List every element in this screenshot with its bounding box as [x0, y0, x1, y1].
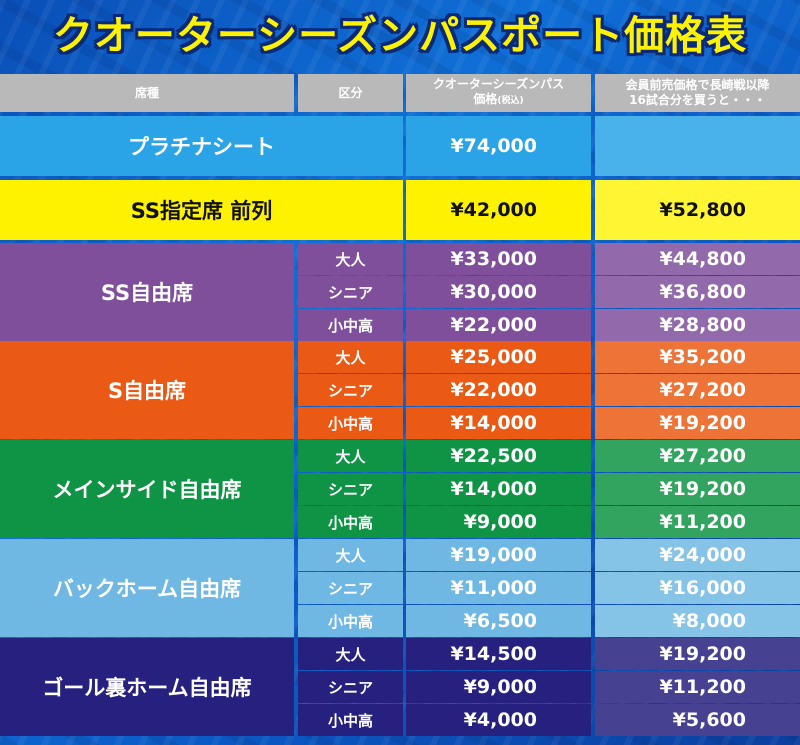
- member-price: ¥11,200: [595, 506, 800, 538]
- category-label: 大人: [298, 341, 403, 373]
- header-category: 区分: [298, 74, 403, 112]
- qpass-price: ¥33,000: [406, 243, 591, 275]
- header-qpass-price-label: 価格: [473, 92, 498, 106]
- qpass-price: ¥14,000: [406, 407, 591, 439]
- category-label: シニア: [298, 374, 403, 406]
- member-price: ¥24,000: [595, 539, 800, 571]
- qpass-price: ¥6,500: [406, 605, 591, 637]
- category-label: シニア: [298, 572, 403, 604]
- seat-name: プラチナシート: [0, 116, 403, 176]
- qpass-price: ¥74,000: [406, 116, 591, 176]
- member-price: ¥36,800: [595, 276, 800, 308]
- qpass-price: ¥9,000: [406, 671, 591, 703]
- seat-name: SS自由席: [0, 243, 294, 341]
- seat-name: バックホーム自由席: [0, 539, 294, 637]
- category-label: 大人: [298, 440, 403, 472]
- category-label: 大人: [298, 243, 403, 275]
- member-price: ¥19,200: [595, 638, 800, 670]
- member-price: [595, 116, 800, 176]
- category-label: シニア: [298, 276, 403, 308]
- member-price: ¥16,000: [595, 572, 800, 604]
- member-price: ¥52,800: [595, 180, 800, 240]
- qpass-price: ¥30,000: [406, 276, 591, 308]
- qpass-price: ¥11,000: [406, 572, 591, 604]
- category-label: 小中高: [298, 605, 403, 637]
- qpass-price: ¥22,500: [406, 440, 591, 472]
- qpass-price: ¥25,000: [406, 341, 591, 373]
- header-member-line2: 16試合分を買うと・・・: [629, 93, 766, 107]
- qpass-price: ¥42,000: [406, 180, 591, 240]
- qpass-price: ¥22,000: [406, 374, 591, 406]
- seat-name: メインサイド自由席: [0, 440, 294, 538]
- member-price: ¥28,800: [595, 309, 800, 341]
- qpass-price: ¥14,000: [406, 473, 591, 505]
- category-label: 小中高: [298, 506, 403, 538]
- header-qpass-line1: クオーターシーズンパス: [432, 77, 565, 91]
- category-label: 小中高: [298, 407, 403, 439]
- header-member-line1: 会員前売価格で長崎戦以降: [625, 78, 770, 92]
- header-seat: 席種: [0, 74, 294, 112]
- member-price: ¥27,200: [595, 374, 800, 406]
- member-price: ¥44,800: [595, 243, 800, 275]
- member-price: ¥35,200: [595, 341, 800, 373]
- category-label: シニア: [298, 473, 403, 505]
- category-label: 小中高: [298, 704, 403, 736]
- seat-name: ゴール裏ホーム自由席: [0, 638, 294, 736]
- qpass-price: ¥9,000: [406, 506, 591, 538]
- category-label: 大人: [298, 638, 403, 670]
- category-label: 小中高: [298, 309, 403, 341]
- page-title: クオーターシーズンパスポート価格表: [52, 13, 748, 59]
- qpass-price: ¥14,500: [406, 638, 591, 670]
- member-price: ¥19,200: [595, 473, 800, 505]
- header-member-price: 会員前売価格で長崎戦以降 16試合分を買うと・・・: [595, 74, 800, 112]
- qpass-price: ¥4,000: [406, 704, 591, 736]
- category-label: 大人: [298, 539, 403, 571]
- category-label: シニア: [298, 671, 403, 703]
- member-price: ¥11,200: [595, 671, 800, 703]
- header-qpass-price: クオーターシーズンパス 価格(税込): [406, 74, 591, 112]
- member-price: ¥5,600: [595, 704, 800, 736]
- member-price: ¥27,200: [595, 440, 800, 472]
- seat-name: S自由席: [0, 341, 294, 439]
- member-price: ¥19,200: [595, 407, 800, 439]
- member-price: ¥8,000: [595, 605, 800, 637]
- header-qpass-line2: 価格(税込): [473, 92, 523, 109]
- seat-name: SS指定席 前列: [0, 180, 403, 240]
- qpass-price: ¥22,000: [406, 309, 591, 341]
- header-qpass-tax: (税込): [497, 96, 524, 106]
- qpass-price: ¥19,000: [406, 539, 591, 571]
